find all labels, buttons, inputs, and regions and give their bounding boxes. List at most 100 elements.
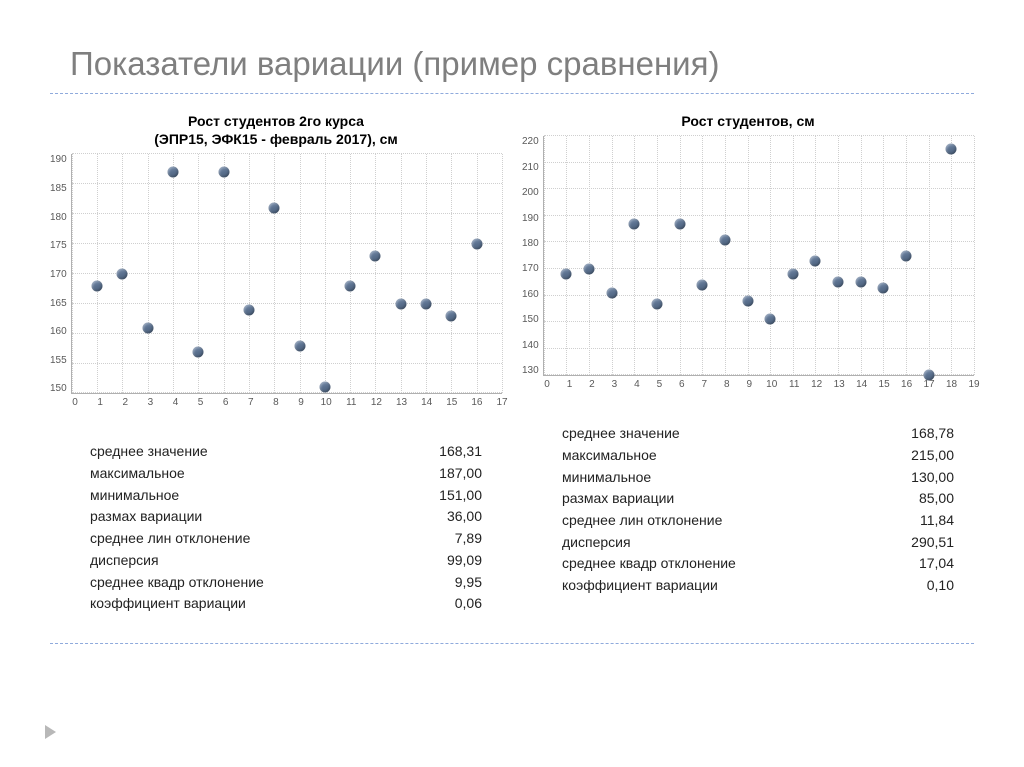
chart-left: 190185180175170165160155150 — [50, 154, 502, 394]
chart-title-right: Рост студентов, см — [522, 112, 974, 130]
stat-value: 187,00 — [392, 463, 482, 485]
stat-row: дисперсия290,51 — [562, 532, 954, 554]
data-point — [167, 167, 178, 178]
data-point — [319, 382, 330, 393]
data-point — [269, 203, 280, 214]
stat-row: среднее лин отклонение11,84 — [562, 510, 954, 532]
data-point — [421, 298, 432, 309]
stat-value: 7,89 — [392, 528, 482, 550]
stat-label: среднее квадр отклонение — [90, 572, 392, 594]
stat-row: коэффициент вариации0,06 — [90, 593, 482, 615]
stat-row: минимальное151,00 — [90, 485, 482, 507]
stat-row: размах вариации85,00 — [562, 488, 954, 510]
stat-value: 168,31 — [392, 441, 482, 463]
plot-area-right — [543, 136, 974, 376]
data-point — [946, 144, 957, 155]
stat-value: 0,06 — [392, 593, 482, 615]
stat-label: дисперсия — [562, 532, 864, 554]
data-point — [765, 314, 776, 325]
stat-label: размах вариации — [90, 506, 392, 528]
data-point — [92, 280, 103, 291]
x-axis-labels-left: 01234567891011121314151617 — [50, 397, 502, 411]
data-point — [810, 256, 821, 267]
stat-label: среднее значение — [90, 441, 392, 463]
stat-label: дисперсия — [90, 550, 392, 572]
stat-row: минимальное130,00 — [562, 467, 954, 489]
stat-label: среднее лин отклонение — [90, 528, 392, 550]
stat-value: 168,78 — [864, 423, 954, 445]
stat-row: максимальное215,00 — [562, 445, 954, 467]
data-point — [583, 263, 594, 274]
stat-row: среднее лин отклонение7,89 — [90, 528, 482, 550]
stat-row: среднее квадр отклонение9,95 — [90, 572, 482, 594]
data-point — [345, 280, 356, 291]
data-point — [370, 250, 381, 261]
stat-label: максимальное — [562, 445, 864, 467]
data-point — [697, 279, 708, 290]
stat-value: 36,00 — [392, 506, 482, 528]
data-point — [218, 167, 229, 178]
stat-value: 17,04 — [864, 553, 954, 575]
stats-table-right: среднее значение168,78максимальное215,00… — [522, 423, 974, 597]
stat-label: среднее квадр отклонение — [562, 553, 864, 575]
stat-label: максимальное — [90, 463, 392, 485]
data-point — [243, 304, 254, 315]
data-point — [674, 218, 685, 229]
stat-row: размах вариации36,00 — [90, 506, 482, 528]
data-point — [561, 269, 572, 280]
chart-right: 220210200190180170160150140130 — [522, 136, 974, 376]
stat-value: 85,00 — [864, 488, 954, 510]
stat-value: 99,09 — [392, 550, 482, 572]
data-point — [294, 340, 305, 351]
stat-label: среднее значение — [562, 423, 864, 445]
stats-table-left: среднее значение168,31максимальное187,00… — [50, 441, 502, 615]
stat-label: минимальное — [90, 485, 392, 507]
stat-value: 9,95 — [392, 572, 482, 594]
data-point — [606, 287, 617, 298]
stat-label: коэффициент вариации — [90, 593, 392, 615]
data-point — [446, 310, 457, 321]
panels-row: Рост студентов 2го курса(ЭПР15, ЭФК15 - … — [50, 112, 974, 615]
data-point — [395, 298, 406, 309]
stat-value: 290,51 — [864, 532, 954, 554]
panel-left: Рост студентов 2го курса(ЭПР15, ЭФК15 - … — [50, 112, 502, 615]
data-point — [193, 346, 204, 357]
slide-title: Показатели вариации (пример сравнения) — [70, 45, 974, 83]
data-point — [787, 269, 798, 280]
stat-value: 0,10 — [864, 575, 954, 597]
stat-row: дисперсия99,09 — [90, 550, 482, 572]
data-point — [901, 250, 912, 261]
data-point — [651, 298, 662, 309]
data-point — [117, 268, 128, 279]
data-point — [855, 277, 866, 288]
x-axis-labels-right: 012345678910111213141516171819 — [522, 379, 974, 393]
stat-row: коэффициент вариации0,10 — [562, 575, 954, 597]
y-axis-labels-left: 190185180175170165160155150 — [50, 154, 71, 394]
stat-label: минимальное — [562, 467, 864, 489]
stat-label: среднее лин отклонение — [562, 510, 864, 532]
footer-divider — [50, 643, 974, 644]
stat-value: 151,00 — [392, 485, 482, 507]
panel-right: Рост студентов, см 220210200190180170160… — [522, 112, 974, 615]
chart-title-left: Рост студентов 2го курса(ЭПР15, ЭФК15 - … — [50, 112, 502, 148]
stat-row: среднее значение168,78 — [562, 423, 954, 445]
stat-row: среднее значение168,31 — [90, 441, 482, 463]
data-point — [142, 322, 153, 333]
stat-value: 130,00 — [864, 467, 954, 489]
data-point — [833, 277, 844, 288]
plot-area-left — [71, 154, 502, 394]
stat-row: среднее квадр отклонение17,04 — [562, 553, 954, 575]
data-point — [629, 218, 640, 229]
stat-label: размах вариации — [562, 488, 864, 510]
stat-row: максимальное187,00 — [90, 463, 482, 485]
title-divider — [50, 93, 974, 94]
y-axis-labels-right: 220210200190180170160150140130 — [522, 136, 543, 376]
data-point — [742, 295, 753, 306]
data-point — [878, 282, 889, 293]
stat-value: 215,00 — [864, 445, 954, 467]
data-point — [471, 239, 482, 250]
data-point — [719, 234, 730, 245]
stat-label: коэффициент вариации — [562, 575, 864, 597]
stat-value: 11,84 — [864, 510, 954, 532]
page-marker-icon — [45, 725, 56, 739]
